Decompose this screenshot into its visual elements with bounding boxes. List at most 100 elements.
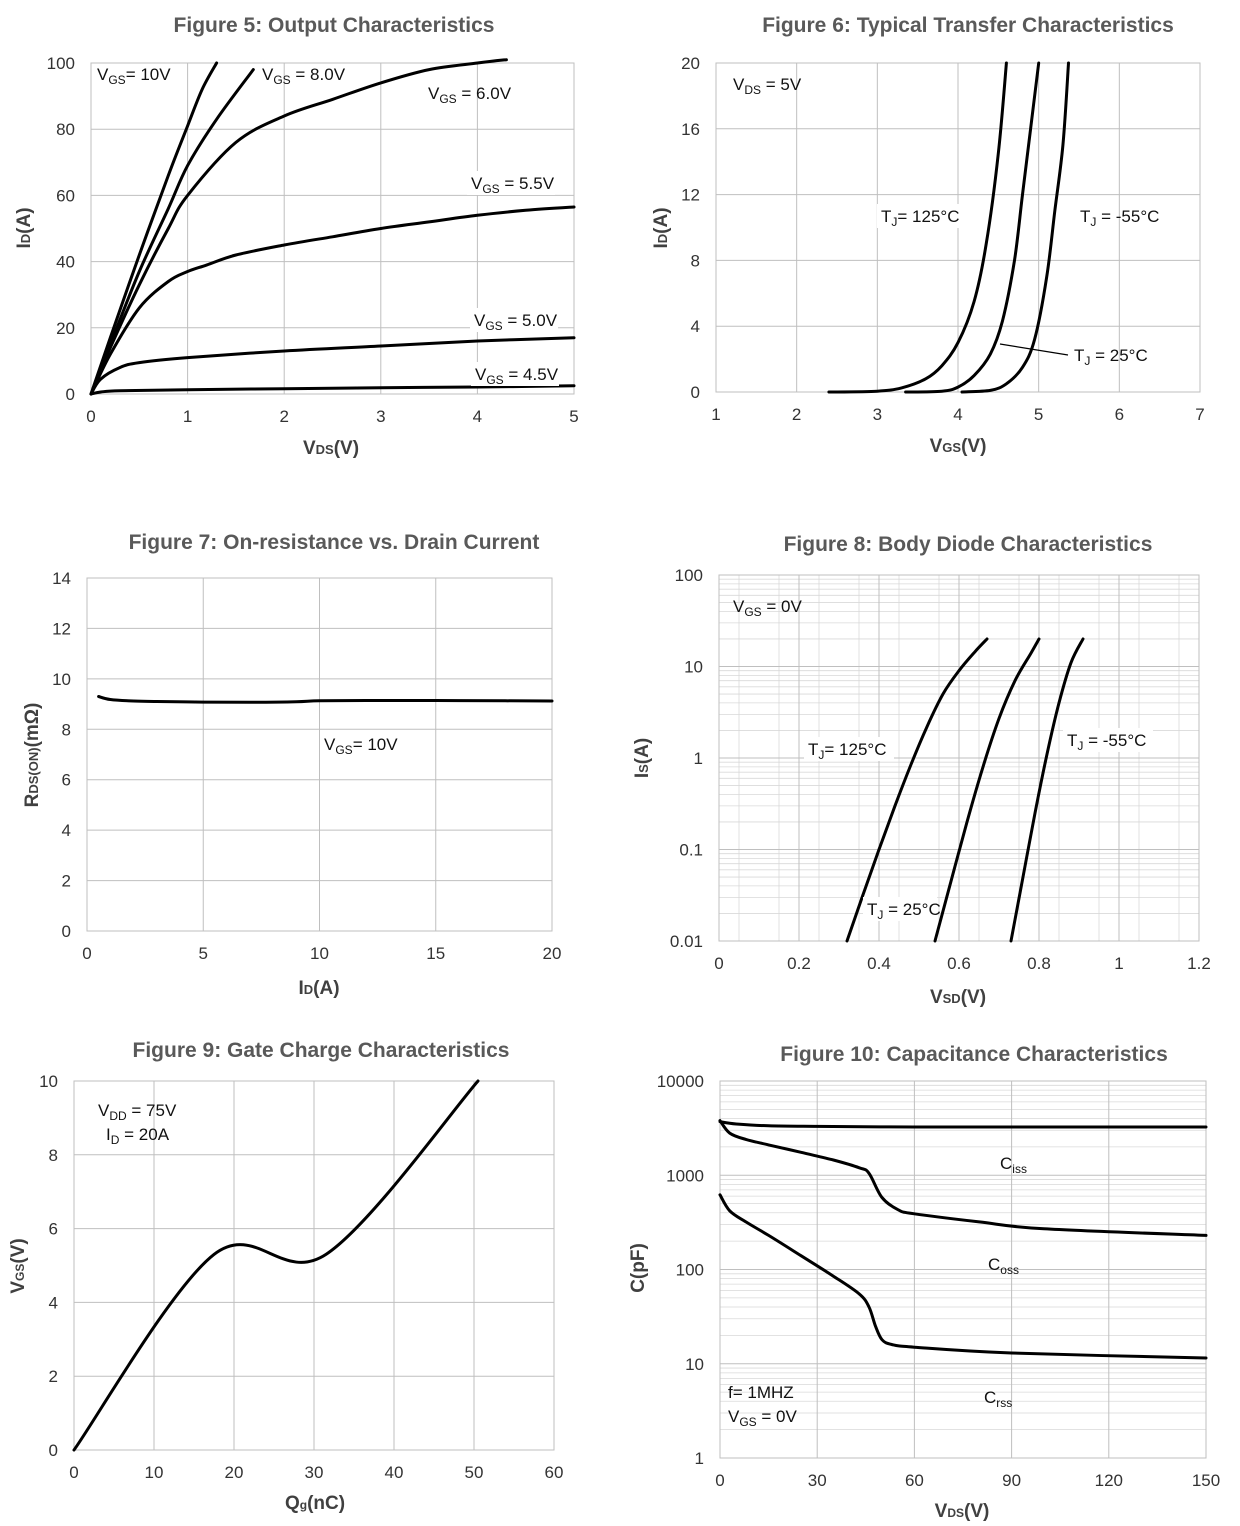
fig5-x-tick-label: 3 xyxy=(376,407,385,426)
fig9-annotation: VDD = 75V xyxy=(98,1101,177,1123)
fig6-annotation: TJ = -55°C xyxy=(1080,207,1159,229)
fig6-x-tick-label: 6 xyxy=(1115,405,1124,424)
fig10-annotation: VGS = 0V xyxy=(728,1407,798,1429)
fig8-series-tj-125-c xyxy=(845,637,989,943)
fig5-series-vgs-6-0v xyxy=(89,58,508,396)
fig7-y-tick-label: 10 xyxy=(52,670,71,689)
fig6-y-tick-label: 8 xyxy=(691,251,700,270)
fig8-x-tick-label: 1.2 xyxy=(1187,954,1211,973)
figure-10-xlabel: VDS(V) xyxy=(935,1501,990,1522)
fig10-x-tick-label: 0 xyxy=(715,1471,724,1490)
fig8-annotation: TJ = -55°C xyxy=(1067,731,1146,753)
fig9-x-tick-label: 10 xyxy=(145,1463,164,1482)
fig5-x-tick-label: 1 xyxy=(183,407,192,426)
fig10-plot-frame xyxy=(719,1080,1207,1459)
fig7-x-tick-label: 5 xyxy=(199,944,208,963)
fig8-y-tick-label: 0.01 xyxy=(670,932,703,951)
fig10-y-tick-label: 1000 xyxy=(666,1166,704,1185)
figure-7-title: Figure 7: On-resistance vs. Drain Curren… xyxy=(129,531,540,554)
fig10-series-crss xyxy=(718,1193,1208,1360)
fig6-x-tick-label: 3 xyxy=(873,405,882,424)
fig10-series-ciss xyxy=(718,1120,1208,1129)
fig9-y-tick-label: 4 xyxy=(49,1293,58,1312)
fig5-y-tick-label: 60 xyxy=(56,186,75,205)
fig7-x-tick-label: 15 xyxy=(426,944,445,963)
figure-5-ylabel: ID(A) xyxy=(14,207,35,248)
figure-10-title: Figure 10: Capacitance Characteristics xyxy=(780,1043,1168,1066)
fig9-y-tick-label: 0 xyxy=(49,1441,58,1460)
fig6-series-tj-125-c xyxy=(827,61,1008,394)
fig8-x-tick-label: 0.6 xyxy=(947,954,971,973)
figure-7-on-resistance: Figure 7: On-resistance vs. Drain Curren… xyxy=(22,531,539,999)
fig6-x-tick-label: 7 xyxy=(1195,405,1204,424)
fig8-annotation: TJ = 25°C xyxy=(867,900,941,922)
fig9-x-tick-label: 20 xyxy=(225,1463,244,1482)
fig5-plot-frame xyxy=(90,62,575,395)
fig5-y-tick-label: 80 xyxy=(56,120,75,139)
fig9-x-tick-label: 40 xyxy=(385,1463,404,1482)
fig9-x-tick-label: 0 xyxy=(69,1463,78,1482)
figure-8-body-diode-characteristics: Figure 8: Body Diode Characteristics VSD… xyxy=(632,533,1152,1008)
fig6-x-tick-label: 2 xyxy=(792,405,801,424)
fig6-annotation: TJ= 125°C xyxy=(881,207,959,229)
fig10-y-tick-label: 10000 xyxy=(657,1072,704,1091)
fig5-annotation: VGS = 5.5V xyxy=(471,174,555,196)
fig5-y-tick-label: 40 xyxy=(56,253,75,272)
figure-5-output-characteristics: Figure 5: Output Characteristics VDS(V) … xyxy=(14,14,494,459)
fig6-x-tick-label: 5 xyxy=(1034,405,1043,424)
fig5-x-tick-label: 5 xyxy=(569,407,578,426)
fig7-y-tick-label: 12 xyxy=(52,619,71,638)
fig7-plot-frame xyxy=(86,577,553,932)
fig7-y-tick-label: 6 xyxy=(62,771,71,790)
figure-9-ylabel: VGS(V) xyxy=(8,1238,29,1293)
fig8-label-background xyxy=(804,737,894,761)
fig9-x-tick-label: 30 xyxy=(305,1463,324,1482)
fig5-label-background xyxy=(471,362,559,386)
fig9-series-vgs xyxy=(72,1079,480,1452)
fig9-y-tick-label: 2 xyxy=(49,1367,58,1386)
fig10-annotation: Coss xyxy=(988,1255,1019,1277)
figure-6-xlabel: VGS(V) xyxy=(930,436,987,457)
fig10-y-tick-label: 10 xyxy=(685,1355,704,1374)
fig8-y-tick-label: 0.1 xyxy=(679,841,703,860)
fig6-series-tj-55-c xyxy=(960,61,1070,394)
fig10-x-tick-label: 60 xyxy=(905,1471,924,1490)
fig9-x-tick-label: 60 xyxy=(545,1463,564,1482)
fig8-series-tj-55-c xyxy=(1009,637,1085,943)
fig6-y-tick-label: 16 xyxy=(681,120,700,139)
figure-9-title: Figure 9: Gate Charge Characteristics xyxy=(133,1039,510,1062)
fig8-y-tick-label: 10 xyxy=(684,658,703,677)
fig7-series-vgs-10v xyxy=(97,695,554,704)
fig8-label-background xyxy=(863,897,937,921)
fig8-series-tj-25-c xyxy=(933,637,1041,943)
figure-7-ylabel: RDS(ON)(mΩ) xyxy=(22,703,43,808)
fig7-annotation: VGS= 10V xyxy=(324,735,398,757)
figure-9-gate-charge-characteristics: Figure 9: Gate Charge Characteristics Qg… xyxy=(8,1039,509,1514)
fig6-label-background xyxy=(877,204,967,228)
figure-6-ylabel: ID(A) xyxy=(651,207,672,248)
fig10-x-tick-label: 30 xyxy=(808,1471,827,1490)
figure-5-xlabel: VDS(V) xyxy=(303,438,359,459)
fig9-plot-frame xyxy=(73,1080,555,1451)
fig10-series-coss xyxy=(718,1119,1208,1237)
fig8-y-tick-label: 1 xyxy=(694,749,703,768)
fig7-y-tick-label: 14 xyxy=(52,569,71,588)
fig5-annotation: VGS = 5.0V xyxy=(474,311,558,333)
fig8-y-tick-label: 100 xyxy=(675,566,703,585)
figure-10-capacitance-characteristics: Figure 10: Capacitance Characteristics V… xyxy=(628,1043,1168,1522)
fig8-plot-frame xyxy=(718,574,1200,942)
fig5-plot: 0 1 2 3 4 5 0 20 40 60 80 100 VGS= 10V VGS = 8.0V VGS … xyxy=(47,54,579,426)
fig9-y-tick-label: 6 xyxy=(49,1220,58,1239)
fig10-x-tick-label: 120 xyxy=(1095,1471,1123,1490)
figure-8-xlabel: VSD(V) xyxy=(930,987,986,1008)
figure-6-typical-transfer-characteristics: Figure 6: Typical Transfer Characteristi… xyxy=(651,14,1174,457)
fig8-annotation: TJ= 125°C xyxy=(808,740,886,762)
fig7-y-tick-label: 2 xyxy=(62,872,71,891)
figure-8-ylabel: IS(A) xyxy=(632,738,653,778)
fig7-x-tick-label: 0 xyxy=(82,944,91,963)
fig5-x-tick-label: 0 xyxy=(86,407,95,426)
fig5-x-tick-label: 2 xyxy=(279,407,288,426)
